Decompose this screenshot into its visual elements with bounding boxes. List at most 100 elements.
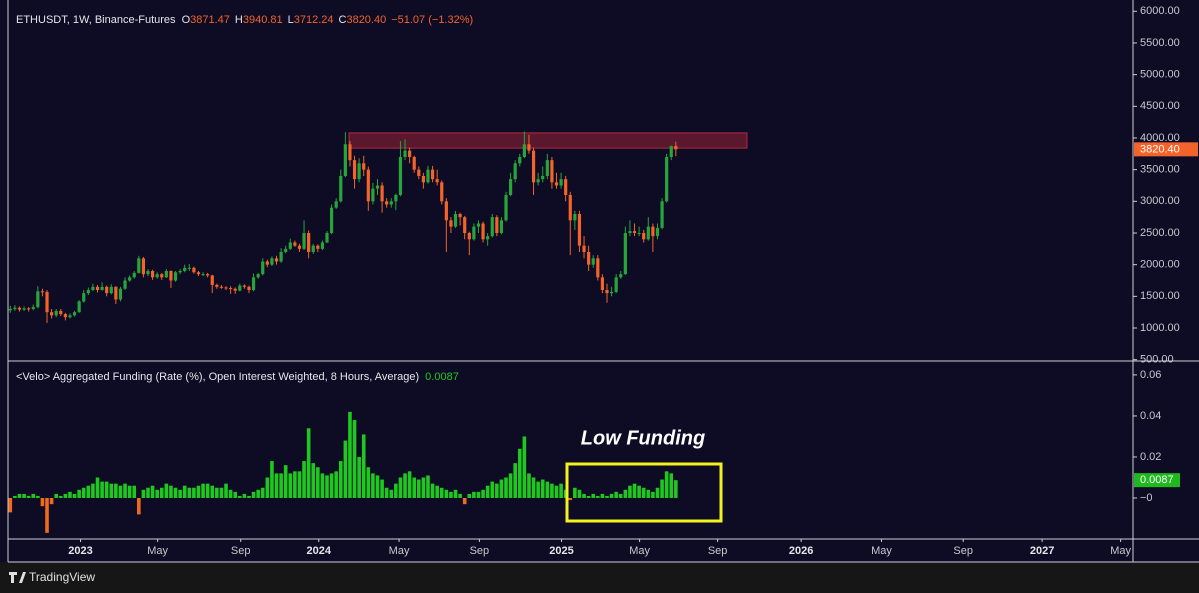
funding-bar xyxy=(219,487,224,498)
candle-body xyxy=(91,286,95,291)
funding-bar xyxy=(63,493,68,498)
candle-body xyxy=(495,217,499,233)
candle-body xyxy=(325,232,329,243)
funding-bar xyxy=(545,481,550,498)
candle-body xyxy=(472,226,476,240)
funding-bar xyxy=(366,467,371,498)
candle-body xyxy=(564,179,568,195)
candle-body xyxy=(651,226,655,237)
funding-bar xyxy=(605,495,609,498)
zone-layer xyxy=(348,132,748,149)
last-price-badge xyxy=(1134,142,1198,157)
funding-bar xyxy=(141,489,146,498)
funding-bar xyxy=(215,487,219,498)
funding-bar xyxy=(302,461,306,498)
funding-bar xyxy=(628,485,632,498)
y-tick-label: 500.00 xyxy=(1140,354,1174,366)
funding-bar xyxy=(58,495,63,498)
candle-body xyxy=(375,185,380,189)
funding-bar xyxy=(95,477,100,498)
candle-body xyxy=(582,245,586,252)
candle-body xyxy=(36,291,40,308)
funding-bar xyxy=(531,477,536,498)
candle-body xyxy=(380,185,384,202)
candle-body xyxy=(68,315,72,318)
candle-body xyxy=(527,144,531,151)
funding-bar xyxy=(499,479,504,498)
funding-bar xyxy=(357,456,361,498)
y-tick-label: 2500.00 xyxy=(1140,227,1180,239)
funding-bar xyxy=(430,483,435,498)
funding-bar xyxy=(669,473,674,498)
x-tick-label: 2023 xyxy=(68,545,92,557)
x-tick-label: May xyxy=(1110,545,1131,557)
candle-body xyxy=(412,156,416,170)
candle-body xyxy=(357,163,361,180)
funding-bar xyxy=(228,489,233,498)
header-text: L xyxy=(288,14,294,26)
candle-body xyxy=(137,258,141,273)
funding-bar xyxy=(527,473,531,498)
funding-bar xyxy=(596,495,600,498)
funding-bar xyxy=(504,477,508,498)
funding-bar xyxy=(637,485,641,498)
y-tick-label: 1500.00 xyxy=(1140,290,1180,302)
candle-body xyxy=(513,163,517,180)
candle-body xyxy=(486,236,490,240)
candle-body xyxy=(591,258,595,265)
candle-body xyxy=(545,160,549,176)
funding-bar xyxy=(26,495,31,498)
funding-bar xyxy=(522,436,527,498)
candle-body xyxy=(669,146,673,157)
funding-bar xyxy=(375,475,380,498)
y-tick-label: 2000.00 xyxy=(1140,259,1180,271)
funding-bar xyxy=(91,483,95,498)
x-tick-label: Sep xyxy=(470,545,490,557)
candle-body xyxy=(632,231,637,233)
funding-bar xyxy=(109,483,114,498)
funding-bar xyxy=(233,491,238,498)
funding-bar xyxy=(417,479,421,498)
candle-body xyxy=(421,175,425,183)
funding-bar xyxy=(210,485,215,498)
funding-bar xyxy=(68,491,72,498)
brand-logo xyxy=(9,572,26,583)
funding-bar xyxy=(655,487,660,498)
candle-body xyxy=(628,231,632,233)
funding-bar xyxy=(251,491,256,498)
candle-body xyxy=(8,309,12,311)
funding-bar xyxy=(609,493,614,498)
funding-bar xyxy=(403,473,407,498)
funding-bar xyxy=(641,487,646,498)
funding-bar xyxy=(517,448,522,498)
funding-bar xyxy=(660,479,664,498)
funding-bar xyxy=(646,489,651,498)
funding-bar xyxy=(306,428,311,498)
candle-body xyxy=(279,251,283,262)
funding-bar xyxy=(462,498,467,505)
candle-body xyxy=(587,251,591,265)
marks-layer xyxy=(8,131,678,533)
header-text: 3712.24 xyxy=(294,14,334,26)
candle-body xyxy=(45,291,49,313)
funding-bar xyxy=(481,489,485,498)
candle-body xyxy=(320,242,325,249)
funding-bar xyxy=(536,481,540,498)
candle-body xyxy=(288,242,292,249)
funding-bar xyxy=(137,498,141,515)
candle-body xyxy=(329,207,334,233)
funding-bar xyxy=(49,498,54,505)
funding-bar xyxy=(586,495,591,498)
header-text: 3871.47 xyxy=(190,14,230,26)
funding-bar xyxy=(380,479,384,498)
candle-body xyxy=(187,267,191,269)
candle-body xyxy=(646,226,650,240)
funding-bar xyxy=(674,480,678,498)
funding-bar xyxy=(467,493,472,498)
funding-bar xyxy=(582,493,586,498)
candle-body xyxy=(114,286,118,300)
candle-body xyxy=(251,277,256,291)
y-tick-label: 0.04 xyxy=(1140,410,1161,422)
funding-bar xyxy=(22,493,26,498)
